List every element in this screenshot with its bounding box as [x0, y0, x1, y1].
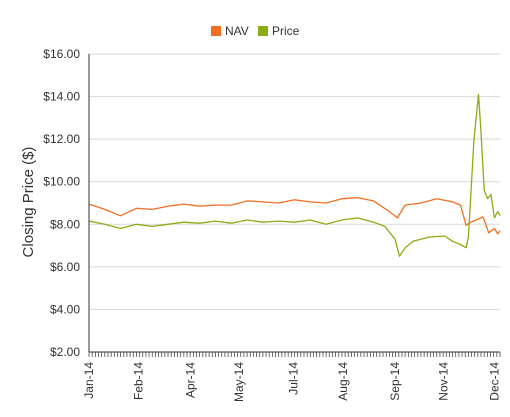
- legend-label-price: Price: [272, 24, 300, 38]
- y-tick-label: $14.00: [43, 90, 80, 104]
- x-tick-label: May-14: [232, 362, 246, 402]
- y-tick-label: $6.00: [50, 260, 80, 274]
- series-line-price: [88, 93, 501, 257]
- axes: [88, 54, 501, 357]
- y-tick-label: $8.00: [50, 217, 80, 231]
- y-tick-label: $10.00: [43, 175, 80, 189]
- legend-label-nav: NAV: [225, 24, 249, 38]
- x-axis-tick-labels: Jan-14 Feb-14 Apr-14 May-14 Jul-14 Aug-14 Sep-…: [82, 362, 501, 402]
- grid-lines: [89, 53, 500, 353]
- x-tick-label: Jul-14: [286, 362, 300, 395]
- y-tick-label: $4.00: [50, 302, 80, 316]
- y-axis-title: Closing Price ($): [20, 147, 37, 258]
- legend-swatch-nav: [211, 26, 221, 36]
- series-layer: [88, 93, 501, 257]
- x-tick-label: Sep-14: [388, 362, 402, 401]
- x-tick-label: Dec-14: [487, 362, 501, 401]
- x-tick-label: Jan-14: [82, 362, 96, 399]
- y-tick-label: $12.00: [43, 132, 80, 146]
- x-tick-label: Nov-14: [437, 362, 451, 401]
- legend: NAV Price: [211, 24, 300, 38]
- y-tick-label: $2.00: [50, 345, 80, 359]
- y-axis-tick-labels: $2.00 $4.00 $6.00 $8.00 $10.00 $12.00 $14.00 $1…: [43, 47, 80, 359]
- legend-swatch-price: [258, 26, 268, 36]
- x-tick-label: Apr-14: [184, 362, 198, 398]
- series-line-nav: [88, 197, 501, 235]
- x-tick-label: Feb-14: [132, 362, 146, 400]
- x-tick-label: Aug-14: [336, 362, 350, 401]
- y-tick-label: $16.00: [43, 47, 80, 61]
